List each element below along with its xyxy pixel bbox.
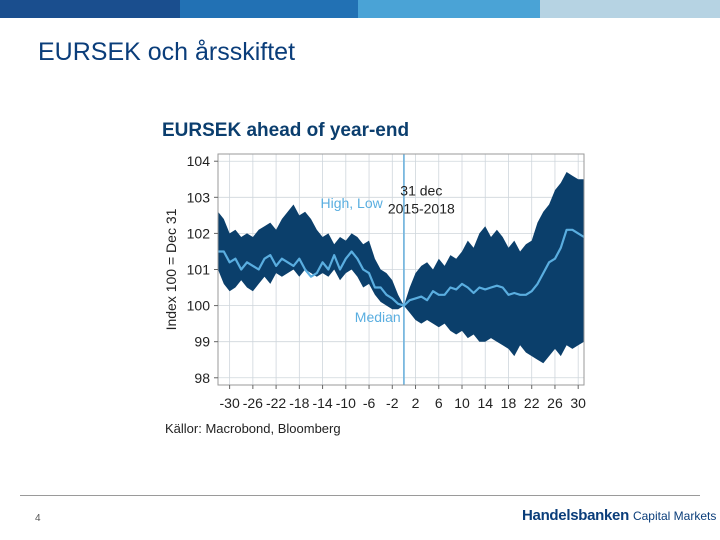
x-tick-label: 22 <box>524 395 540 411</box>
x-tick-label: 10 <box>454 395 470 411</box>
y-tick-label: 102 <box>187 225 211 241</box>
header-bar-segment-4 <box>540 0 720 18</box>
x-tick-label: -30 <box>220 395 240 411</box>
annotation-31-dec: 31 dec <box>400 183 442 199</box>
x-tick-label: 30 <box>570 395 586 411</box>
y-tick-label: 104 <box>187 153 211 169</box>
slide-title: EURSEK och årsskiftet <box>38 38 296 66</box>
header-bar-segment-2 <box>180 0 358 18</box>
annotation-2015-2018: 2015-2018 <box>388 201 455 217</box>
page-number: 4 <box>35 513 41 524</box>
annotation-high-low: High, Low <box>320 195 383 211</box>
x-tick-label: 18 <box>501 395 517 411</box>
header-bar-segment-3 <box>358 0 540 18</box>
chart-title: EURSEK ahead of year-end <box>162 120 410 141</box>
annotation-median: Median <box>355 309 401 325</box>
x-tick-label: 6 <box>435 395 443 411</box>
x-tick-label: -22 <box>266 395 286 411</box>
y-tick-label: 103 <box>187 189 211 205</box>
y-tick-label: 99 <box>194 334 210 350</box>
y-tick-label: 100 <box>187 298 211 314</box>
logo-brand: Handelsbanken <box>522 507 629 524</box>
y-axis-label: Index 100 = Dec 31 <box>163 208 179 330</box>
x-tick-label: -18 <box>289 395 309 411</box>
median-line <box>218 228 585 307</box>
x-tick-label: -10 <box>336 395 356 411</box>
logo-sub: Capital Markets <box>632 509 717 523</box>
header-bar-segment-1 <box>0 0 180 18</box>
x-tick-label: 2 <box>412 395 420 411</box>
handelsbanken-logo: Handelsbanken Capital Markets <box>522 507 716 525</box>
footer-divider <box>20 495 700 496</box>
x-tick-label: -26 <box>243 395 263 411</box>
y-tick-label: 98 <box>194 370 210 386</box>
x-tick-label: -14 <box>312 395 332 411</box>
x-tick-label: -2 <box>386 395 399 411</box>
high-low-band <box>218 172 584 364</box>
x-tick-label: 26 <box>547 395 563 411</box>
chart-source: Källor: Macrobond, Bloomberg <box>165 421 341 436</box>
x-tick-label: 14 <box>477 395 493 411</box>
x-tick-label: -6 <box>363 395 376 411</box>
y-tick-label: 101 <box>187 262 211 278</box>
header-color-bar <box>0 0 720 18</box>
